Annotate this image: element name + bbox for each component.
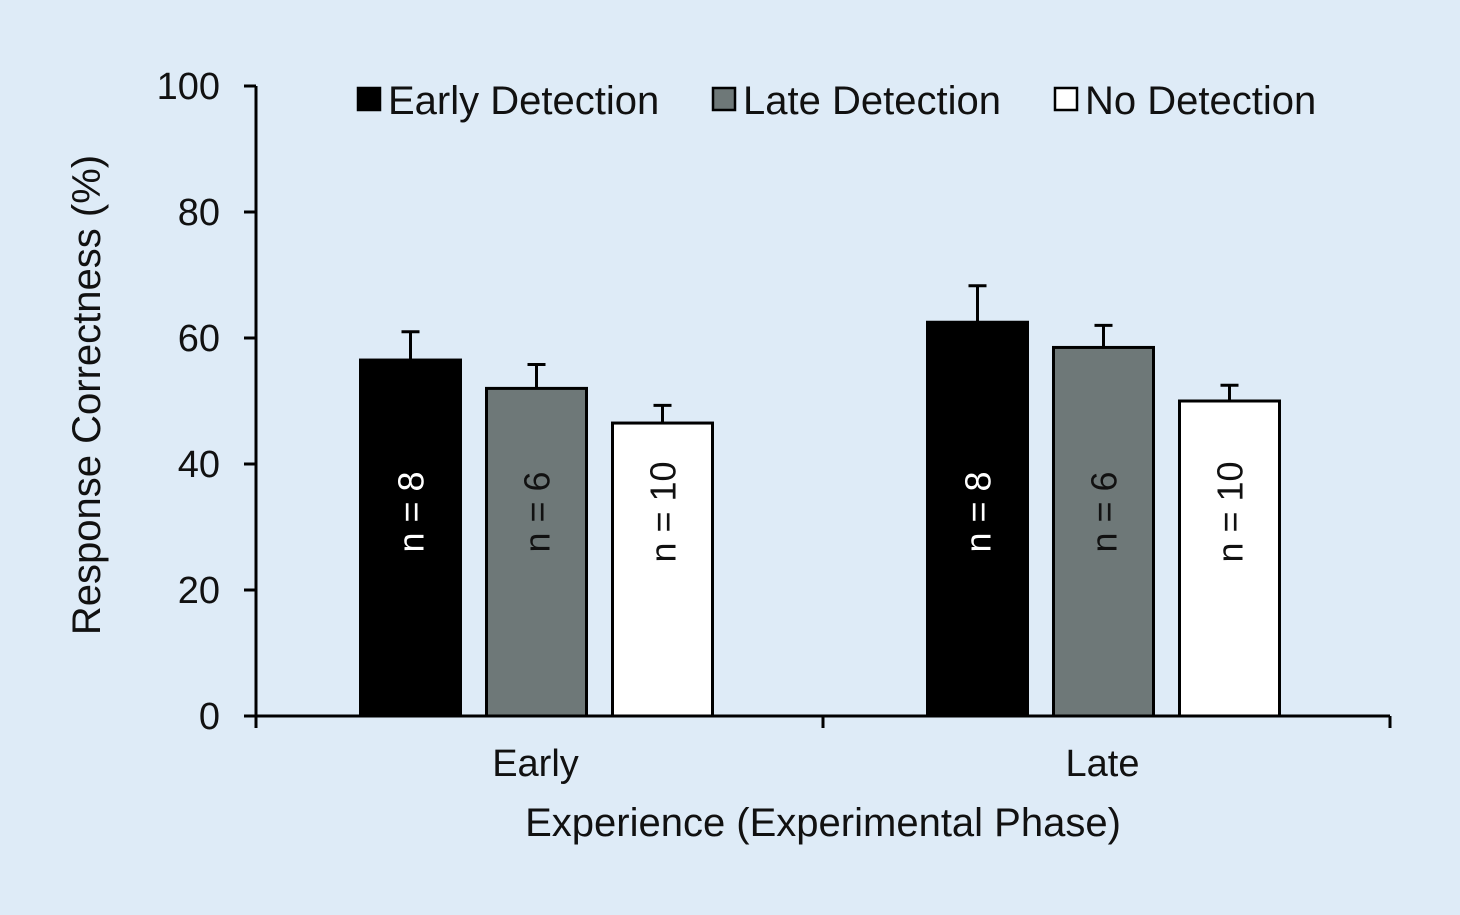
bar-label: n = 8: [391, 471, 432, 552]
y-ticks: 0 20 40 60 80 100: [157, 66, 256, 738]
y-axis-label: Response Correctness (%): [65, 155, 109, 635]
bar-label: n = 6: [1084, 471, 1125, 552]
bar: [359, 358, 462, 718]
bar-label: n = 6: [517, 471, 558, 552]
bar-labels: n = 8 n = 6 n = 10 n = 8 n = 6 n = 10: [391, 461, 1251, 562]
x-ticks: Early Late: [254, 716, 1392, 785]
y-tick-label: 100: [157, 66, 220, 108]
y-tick-label: 60: [178, 318, 220, 360]
legend-swatch: [711, 86, 737, 112]
legend-label: Late Detection: [743, 79, 1001, 123]
bar: [926, 320, 1029, 718]
bar-label: n = 10: [643, 461, 684, 562]
x-axis-label: Experience (Experimental Phase): [525, 801, 1121, 845]
bar-label: n = 10: [1210, 461, 1251, 562]
y-tick-label: 80: [178, 192, 220, 234]
y-tick-label: 40: [178, 444, 220, 486]
bar: [485, 386, 588, 718]
x-tick-label: Early: [492, 743, 579, 785]
bar-label: n = 8: [958, 471, 999, 552]
legend: Early Detection Late Detection No Detectio…: [356, 79, 1316, 123]
x-tick-label: Late: [1066, 743, 1140, 785]
legend-swatch: [356, 86, 382, 112]
bars: [359, 320, 1281, 718]
legend-label: No Detection: [1085, 79, 1316, 123]
legend-label: Early Detection: [388, 79, 659, 123]
error-bars: [401, 284, 1239, 424]
y-tick-label: 0: [199, 696, 220, 738]
y-tick-label: 20: [178, 570, 220, 612]
legend-swatch: [1053, 86, 1079, 112]
